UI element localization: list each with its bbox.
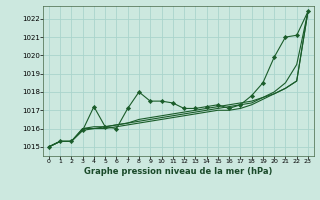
X-axis label: Graphe pression niveau de la mer (hPa): Graphe pression niveau de la mer (hPa) — [84, 167, 273, 176]
